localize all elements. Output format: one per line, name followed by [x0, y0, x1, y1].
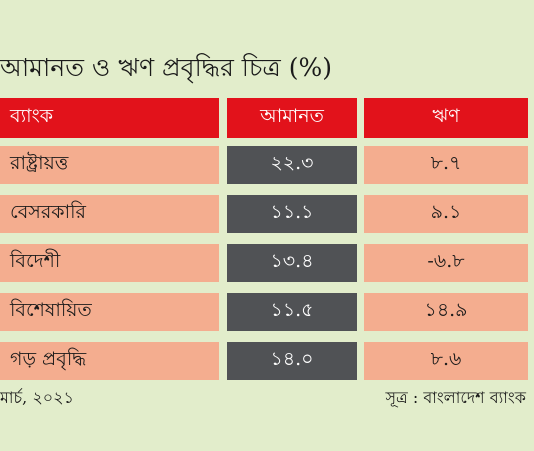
footer-source: সূত্র : বাংলাদেশ ব্যাংক — [385, 388, 526, 407]
loan-value-specialized: ১৪.৯ — [364, 293, 528, 331]
deposit-value-private: ১১.১ — [227, 195, 357, 233]
loan-value-private: ৯.১ — [364, 195, 528, 233]
deposit-value-average: ১৪.০ — [227, 342, 357, 380]
column-header-bank: ব্যাংক — [0, 98, 219, 138]
column-header-loan: ঋণ — [364, 98, 528, 138]
loan-value-state-owned: ৮.৭ — [364, 146, 528, 184]
row-label-foreign: বিদেশী — [0, 244, 219, 282]
row-label-specialized: বিশেষায়িত — [0, 293, 219, 331]
deposit-value-state-owned: ২২.৩ — [227, 146, 357, 184]
footer-date: মার্চ, ২০২১ — [0, 388, 74, 407]
column-header-deposit: আমানত — [227, 98, 357, 138]
loan-value-foreign: -৬.৮ — [364, 244, 528, 282]
row-label-private: বেসরকারি — [0, 195, 219, 233]
row-label-state-owned: রাষ্ট্রায়ত্ত — [0, 146, 219, 184]
deposit-value-specialized: ১১.৫ — [227, 293, 357, 331]
deposit-value-foreign: ১৩.৪ — [227, 244, 357, 282]
loan-value-average: ৮.৬ — [364, 342, 528, 380]
row-label-average: গড় প্রবৃদ্ধি — [0, 342, 219, 380]
chart-title: আমানত ও ঋণ প্রবৃদ্ধির চিত্র (%) — [0, 53, 332, 82]
